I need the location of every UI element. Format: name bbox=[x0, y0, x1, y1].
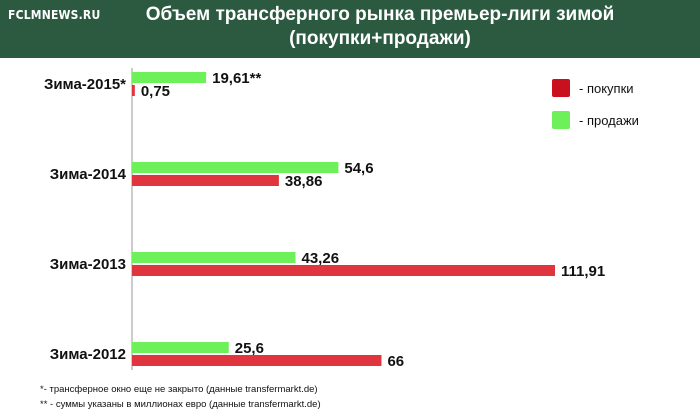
data-label: 0,75 bbox=[141, 83, 170, 100]
bar-chart: Зима-2015* 19,61** 0,75 Зима-2014 54,6 38,86 З… bbox=[44, 68, 639, 370]
chart-title: Объем трансферного рынка премьер-лиги зи… bbox=[100, 3, 660, 51]
data-label: 43,26 bbox=[302, 250, 340, 267]
brand-logo: FCLMNEWS.RU bbox=[8, 8, 101, 22]
data-label: 19,61** bbox=[212, 70, 261, 87]
footnotes: *- трансферное окно еще не закрыто (данн… bbox=[40, 382, 321, 412]
data-label: 38,86 bbox=[285, 173, 323, 190]
data-label: 111,91 bbox=[561, 263, 605, 280]
footnote-1: *- трансферное окно еще не закрыто (данн… bbox=[40, 384, 318, 395]
header-bar: FCLMNEWS.RU Объем трансферного рынка пре… bbox=[0, 0, 700, 58]
bar bbox=[132, 162, 339, 173]
bar bbox=[132, 252, 296, 263]
chart-title-line2: (покупки+продажи) bbox=[289, 28, 471, 49]
category-label: Зима-2012 bbox=[50, 346, 126, 363]
legend-swatch bbox=[552, 111, 570, 129]
bar bbox=[132, 72, 207, 83]
category-label: Зима-2015* bbox=[44, 76, 126, 93]
bar bbox=[132, 342, 229, 353]
legend-swatch bbox=[552, 79, 570, 97]
bar bbox=[132, 265, 555, 276]
bars-group: Зима-2015* 19,61** 0,75 Зима-2014 54,6 38,86 З… bbox=[44, 70, 605, 370]
chart-title-line1: Объем трансферного рынка премьер-лиги зи… bbox=[145, 4, 615, 25]
legend-label: - продажи bbox=[579, 113, 639, 128]
category-label: Зима-2014 bbox=[50, 166, 127, 183]
legend-label: - покупки bbox=[579, 81, 634, 96]
category-label: Зима-2013 bbox=[50, 256, 126, 273]
data-label: 66 bbox=[387, 353, 404, 370]
data-label: 25,6 bbox=[235, 340, 264, 357]
footnote-2: ** - суммы указаны в миллионах евро (дан… bbox=[40, 399, 321, 410]
legend: - покупки - продажи bbox=[552, 79, 639, 129]
bar bbox=[132, 85, 135, 96]
bar bbox=[132, 175, 279, 186]
bar bbox=[132, 355, 382, 366]
data-label: 54,6 bbox=[344, 160, 373, 177]
